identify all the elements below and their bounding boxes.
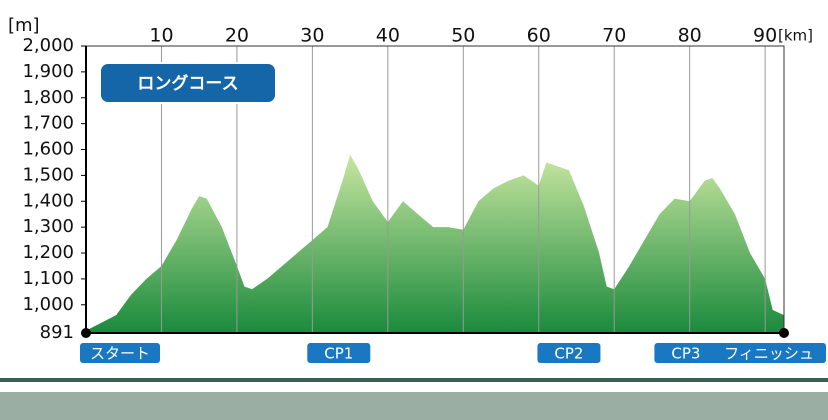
title-badge: ロングコース xyxy=(99,62,277,104)
y-unit: [m] xyxy=(8,15,40,36)
x-tick-label: 30 xyxy=(300,25,324,47)
checkpoint-box xyxy=(654,343,718,363)
x-tick-label: 20 xyxy=(225,25,249,47)
start-dot xyxy=(81,328,91,338)
y-tick-label: 1,400 xyxy=(22,190,74,211)
checkpoint: フィニッシュ xyxy=(712,343,826,363)
y-tick-label: 1,800 xyxy=(22,87,74,108)
y-tick-label: 1,300 xyxy=(22,216,74,237)
x-tick-label: 60 xyxy=(527,25,551,47)
checkpoint-label: スタート xyxy=(90,345,150,363)
x-tick-label: 70 xyxy=(602,25,626,47)
title-box xyxy=(99,62,277,104)
checkpoint: CP1 xyxy=(307,343,371,363)
checkpoint-label: フィニッシュ xyxy=(724,345,814,363)
checkpoint-label: CP1 xyxy=(324,345,353,363)
checkpoint-label: CP2 xyxy=(554,345,583,363)
x-tick-label: 90 xyxy=(753,25,777,47)
y-tick-label: 1,500 xyxy=(22,164,74,185)
y-tick-label: 1,100 xyxy=(22,268,74,289)
checkpoint-box xyxy=(307,343,371,363)
checkpoint-box xyxy=(537,343,601,363)
y-tick-label: 1,200 xyxy=(22,242,74,263)
checkpoint: スタート xyxy=(80,343,160,363)
checkpoint-box xyxy=(712,343,826,363)
y-tick-label: 1,000 xyxy=(22,294,74,315)
y-tick-label: 1,700 xyxy=(22,113,74,134)
y-tick-label: 2,000 xyxy=(22,35,74,56)
y-tick-label: 1,600 xyxy=(22,139,74,160)
elevation-area xyxy=(86,154,784,333)
x-tick-label: 50 xyxy=(451,25,475,47)
x-tick-label: 40 xyxy=(376,25,400,47)
footer-band xyxy=(0,392,828,420)
end-dot xyxy=(779,328,789,338)
y-tick-label: 891 xyxy=(40,322,74,343)
checkpoint: CP2 xyxy=(537,343,601,363)
title: ロングコース xyxy=(137,73,238,94)
x-tick-label: 80 xyxy=(678,25,702,47)
checkpoint-box xyxy=(80,343,160,363)
divider xyxy=(0,378,828,382)
checkpoint-label: CP3 xyxy=(671,345,700,363)
x-unit: [km] xyxy=(778,27,813,45)
checkpoint: CP3 xyxy=(654,343,718,363)
y-tick-label: 1,900 xyxy=(22,61,74,82)
x-tick-label: 10 xyxy=(149,25,173,47)
